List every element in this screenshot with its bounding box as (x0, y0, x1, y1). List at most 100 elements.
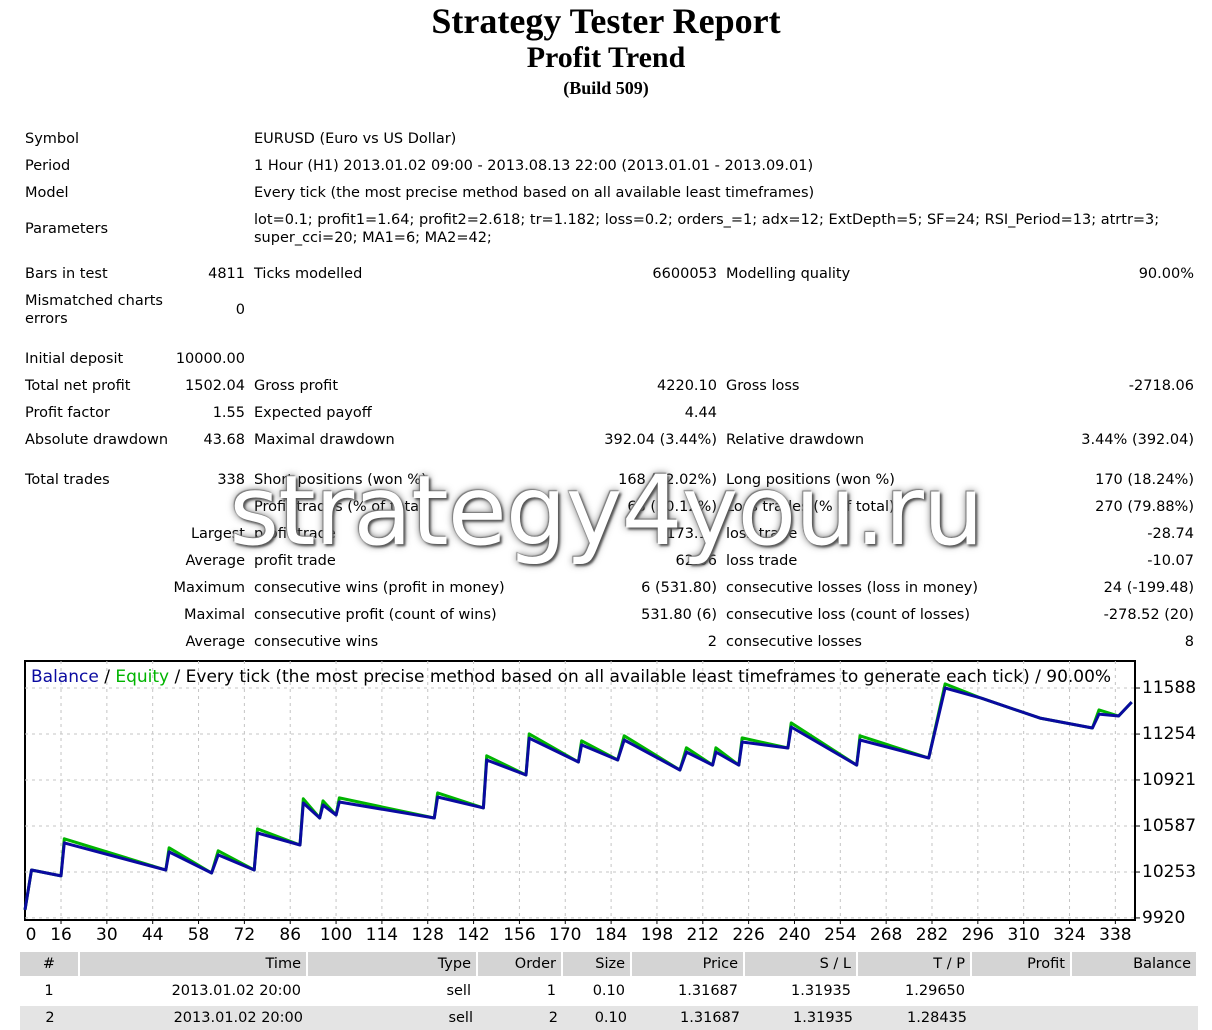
chart-title: Every tick (the most precise method base… (186, 667, 1111, 687)
stat-value: 173.16 (666, 526, 717, 542)
report-title: Strategy Tester Report (431, 1, 781, 41)
x-tick-label: 156 (503, 925, 535, 945)
column-header: # (20, 952, 78, 976)
info-value: lot=0.1; profit1=1.64; profit2=2.618; tr… (254, 212, 1160, 246)
stat-value: Average (185, 553, 245, 569)
x-tick-label: 296 (962, 925, 994, 945)
stat-label: consecutive losses (726, 634, 862, 650)
table-cell (1072, 979, 1196, 1003)
watermark: strategy4you.ru (229, 455, 984, 567)
x-tick-label: 30 (96, 925, 118, 945)
stat-value: 43.68 (203, 432, 245, 448)
column-header: Price (632, 952, 743, 976)
stat-value: 338 (217, 472, 245, 488)
info-value: EURUSD (Euro vs US Dollar) (254, 131, 457, 147)
x-tick-label: 240 (778, 925, 810, 945)
stat-label: Mismatched charts errors (25, 293, 163, 327)
table-cell: 1 (44, 983, 54, 999)
x-tick-label: 282 (916, 925, 948, 945)
stat-value: 2 (707, 634, 717, 650)
x-tick-label: 198 (641, 925, 673, 945)
stat-label: profit trade (254, 526, 336, 542)
x-tick-label: 16 (50, 925, 72, 945)
stat-label: consecutive profit (count of wins) (254, 607, 497, 623)
x-tick-label: 100 (320, 925, 352, 945)
x-tick-label: 72 (234, 925, 256, 945)
table-cell: 0.10 (592, 983, 625, 999)
x-tick-label: 226 (732, 925, 764, 945)
x-tick-label: 86 (279, 925, 301, 945)
stat-value: 62.06 (675, 553, 717, 569)
x-tick-label: 254 (824, 925, 856, 945)
x-tick-label: 338 (1099, 925, 1131, 945)
stat-value: 168 (22.02%) (618, 472, 717, 488)
stat-value: Maximal (183, 607, 245, 623)
y-tick-label: 10253 (1142, 862, 1196, 882)
column-header: Type (308, 952, 476, 976)
y-tick-label: 11254 (1142, 724, 1196, 744)
stat-label: Profit factor (25, 405, 110, 421)
y-tick-label: 10587 (1142, 816, 1196, 836)
stat-value: 6 (531.80) (641, 580, 717, 596)
series-line (23, 686, 1133, 911)
table-cell: 1.31935 (791, 983, 851, 999)
info-label: Parameters (25, 221, 108, 237)
stat-label: Maximal drawdown (254, 432, 395, 448)
stat-label: Gross loss (726, 378, 800, 394)
stat-label: Gross profit (254, 378, 339, 394)
stat-value: -10.07 (1147, 553, 1194, 569)
stat-value: 4.44 (684, 405, 717, 421)
table-cell (972, 1006, 1072, 1030)
table-cell: 2 (478, 1006, 563, 1030)
table-cell (1072, 1006, 1198, 1030)
stat-label: Long positions (won %) (726, 472, 895, 488)
stat-value: 392.04 (3.44%) (604, 432, 717, 448)
stat-value: -28.74 (1147, 526, 1194, 542)
table-cell: 1.28435 (858, 1006, 972, 1030)
table-cell: sell (446, 983, 471, 999)
info-value: 1 Hour (H1) 2013.01.02 09:00 - 2013.08.1… (254, 158, 814, 174)
stat-label: Bars in test (25, 266, 108, 282)
stat-label: consecutive wins (profit in money) (254, 580, 505, 596)
stat-label: loss trade (726, 553, 798, 569)
x-tick-label: 58 (188, 925, 210, 945)
stat-value: 531.80 (6) (641, 607, 717, 623)
table-cell: sell (308, 1006, 478, 1030)
chart-legend: Balance / Equity / Every tick (the most … (31, 667, 1111, 687)
stat-value: 1502.04 (185, 378, 245, 394)
stat-label: Modelling quality (726, 266, 851, 282)
plot-frame (24, 660, 1136, 921)
table-cell: 2013.01.02 20:00 (171, 983, 301, 999)
stat-value: Average (185, 634, 245, 650)
stat-label: Short positions (won %) (254, 472, 427, 488)
stat-value: 8 (1184, 634, 1194, 650)
column-header: Profit (972, 952, 1070, 976)
legend-equity: Equity (115, 667, 169, 687)
table-cell (972, 979, 1070, 1003)
info-value: Every tick (the most precise method base… (254, 185, 815, 201)
x-tick-label: 128 (412, 925, 444, 945)
lines (23, 682, 1133, 911)
stat-label: Ticks modelled (254, 266, 363, 282)
stat-value: 170 (18.24%) (1095, 472, 1194, 488)
info-label: Symbol (25, 131, 80, 147)
stat-label: Expected payoff (254, 405, 372, 421)
stat-value: 90.00% (1138, 266, 1194, 282)
stat-label: Loss trades (% of total) (726, 499, 895, 515)
column-header: Order (478, 952, 561, 976)
build: (Build 509) (563, 78, 649, 98)
stat-value: 3.44% (392.04) (1081, 432, 1194, 448)
x-tick-label: 324 (1053, 925, 1085, 945)
stat-label: Profit trades (% of total) (254, 499, 429, 515)
table-cell: 0.10 (563, 1006, 632, 1030)
x-tick-label: 44 (142, 925, 164, 945)
x-tick-label: 268 (870, 925, 902, 945)
stat-value: 4811 (208, 266, 245, 282)
x-tick-label: 142 (457, 925, 489, 945)
stat-value: 0 (235, 302, 245, 318)
stat-label: consecutive loss (count of losses) (726, 607, 971, 623)
x-tick-label: 170 (549, 925, 581, 945)
stat-value: Largest (190, 526, 245, 542)
x-tick-label: 212 (687, 925, 719, 945)
